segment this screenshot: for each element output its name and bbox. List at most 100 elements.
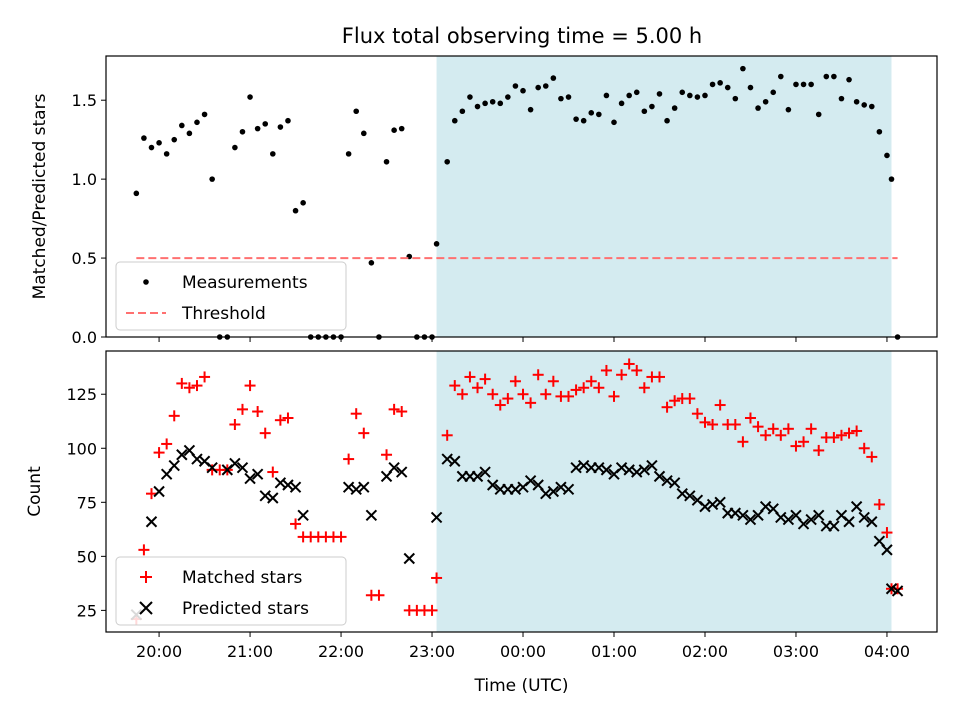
- measurement-point: [762, 98, 769, 105]
- predicted-star-point: [244, 472, 256, 485]
- predicted-star-point: [891, 585, 904, 597]
- measurement-point: [793, 81, 799, 88]
- legend-label: Matched stars: [182, 568, 302, 588]
- legend-label: Measurements: [182, 273, 308, 293]
- measurement-point: [565, 94, 572, 100]
- matched-star-point: [616, 369, 628, 381]
- predicted-star-point: [737, 509, 749, 521]
- predicted-star-point: [236, 462, 249, 474]
- matched-star-point: [426, 604, 438, 616]
- matched-star-point: [494, 399, 506, 411]
- matched-star-point: [851, 425, 863, 437]
- predicted-star-point: [358, 481, 370, 493]
- legend-label: Threshold: [181, 304, 266, 324]
- measurement-point: [884, 152, 890, 159]
- legend-marker-matched: [140, 571, 152, 583]
- x-tick-label: 03:00: [773, 642, 819, 661]
- x-tick-label: 02:00: [682, 642, 728, 661]
- predicted-star-point: [866, 516, 878, 528]
- predicted-star-point: [813, 509, 825, 521]
- measurement-point: [467, 94, 473, 100]
- predicted-star-point: [828, 520, 840, 532]
- measurement-point: [679, 89, 686, 96]
- matched-star-point: [638, 382, 650, 394]
- measurement-point: [588, 110, 595, 116]
- measurement-point: [163, 151, 170, 157]
- matched-star-point: [358, 427, 370, 439]
- measurement-point: [444, 158, 450, 165]
- matched-star-point: [259, 427, 271, 439]
- measurement-point: [724, 84, 731, 91]
- matched-star-point: [290, 518, 302, 530]
- top-y-tick-label: 1.0: [72, 170, 97, 189]
- measurement-point: [596, 111, 602, 118]
- matched-star-point: [502, 393, 514, 405]
- predicted-star-point: [858, 511, 870, 524]
- matched-star-point: [744, 412, 756, 424]
- x-tick-label: 22:00: [318, 642, 364, 661]
- matched-star-point: [509, 375, 521, 387]
- matched-star-point: [790, 440, 802, 452]
- top-y-axis-label: Matched/Predicted stars: [30, 93, 50, 299]
- matched-star-point: [540, 388, 552, 400]
- bottom-series-1: [130, 358, 904, 625]
- measurement-point: [505, 94, 511, 100]
- measurement-point: [717, 80, 723, 86]
- predicted-star-point: [289, 481, 302, 493]
- matched-star-point: [578, 382, 590, 394]
- matched-star-point: [236, 403, 248, 415]
- matched-star-point: [669, 395, 681, 407]
- predicted-star-point: [449, 455, 461, 467]
- matched-star-point: [138, 544, 150, 556]
- legend-marker-measurements: [143, 279, 149, 285]
- predicted-star-point: [881, 544, 893, 556]
- matched-star-point: [547, 375, 559, 387]
- measurement-point: [641, 108, 648, 115]
- measurement-point: [474, 103, 481, 110]
- measurement-point: [497, 100, 504, 107]
- x-tick-label: 01:00: [591, 642, 637, 661]
- predicted-star-point: [388, 462, 400, 474]
- matched-star-point: [532, 369, 544, 381]
- legend-label: Predicted stars: [182, 599, 309, 619]
- measurement-point: [482, 100, 488, 107]
- matched-star-point: [168, 410, 180, 422]
- measurement-point: [292, 207, 299, 214]
- measurement-point: [209, 176, 215, 182]
- measurement-point: [194, 119, 200, 126]
- matched-star-point: [153, 447, 165, 459]
- x-axis-label: Time (UTC): [474, 676, 569, 696]
- measurement-point: [823, 73, 830, 80]
- measurement-point: [254, 125, 261, 132]
- matched-star-point: [593, 382, 605, 394]
- predicted-star-point: [168, 459, 180, 472]
- matched-star-point: [729, 418, 741, 430]
- measurement-point: [353, 108, 360, 115]
- measurement-point: [808, 81, 814, 88]
- measurement-point: [520, 87, 526, 94]
- measurement-point: [270, 151, 276, 157]
- measurement-point: [391, 127, 397, 133]
- measurement-point: [277, 124, 284, 130]
- measurement-point: [815, 111, 822, 118]
- matched-star-point: [631, 364, 643, 376]
- measurement-point: [888, 176, 895, 182]
- predicted-star-point: [638, 464, 651, 476]
- matched-star-point: [274, 414, 286, 426]
- measurement-point: [550, 75, 557, 81]
- top-axes-frame: [105, 55, 938, 338]
- measurement-point: [171, 136, 178, 143]
- measurement-point: [148, 144, 155, 151]
- matched-star-point: [881, 527, 893, 539]
- matched-star-point: [835, 429, 847, 441]
- measurement-point: [156, 140, 162, 146]
- top-y-tick-label: 0.5: [72, 249, 97, 268]
- top-panel: 0.0 0.5 1.0 1.5 Matched/Predicted stars Measu…: [30, 55, 938, 347]
- measurement-point: [770, 89, 777, 96]
- matched-star-point: [600, 364, 612, 376]
- measurement-point: [755, 105, 761, 111]
- measurement-point: [141, 135, 147, 141]
- measurement-point: [649, 103, 655, 110]
- predicted-star-point: [365, 509, 378, 521]
- legend-marker-predicted: [139, 601, 153, 615]
